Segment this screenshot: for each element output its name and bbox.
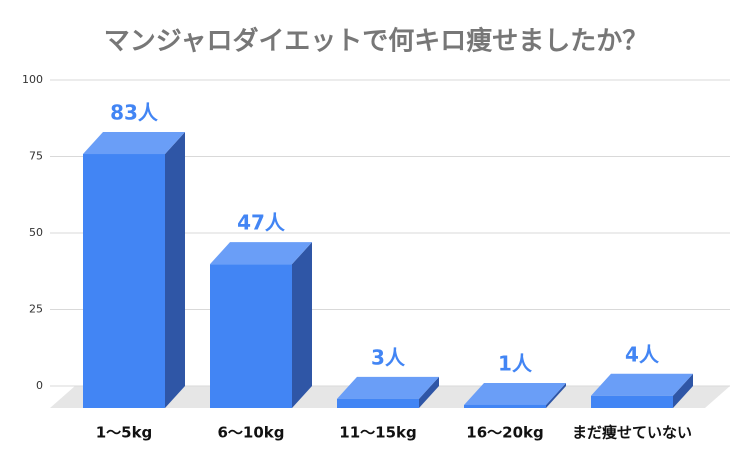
y-tick-label: 0 xyxy=(36,379,43,392)
bar-top xyxy=(591,373,693,396)
x-tick-label: 6〜10kg xyxy=(217,424,284,442)
bar-side xyxy=(165,132,185,408)
y-tick-label: 50 xyxy=(29,226,43,239)
bar-top xyxy=(83,132,185,155)
bar xyxy=(337,398,419,408)
y-tick-label: 100 xyxy=(22,73,43,86)
bar-top xyxy=(464,382,566,405)
bar-side xyxy=(546,382,566,408)
x-tick-label: 16〜20kg xyxy=(466,424,543,442)
bar-side xyxy=(292,242,312,408)
x-tick-label: 11〜15kg xyxy=(339,424,416,442)
bar xyxy=(210,264,292,408)
bar xyxy=(464,404,546,408)
value-label: 4人 xyxy=(625,342,660,366)
bar-side xyxy=(419,376,439,408)
x-tick-label: まだ痩せていない xyxy=(572,424,692,442)
value-label: 3人 xyxy=(371,345,406,369)
bar-side xyxy=(673,373,693,408)
value-label: 47人 xyxy=(237,211,286,235)
bar xyxy=(83,154,165,408)
bar-top xyxy=(210,242,312,265)
chart-title: マンジャロダイエットで何キロ痩せましたか？ xyxy=(104,26,648,57)
y-tick-label: 25 xyxy=(29,303,43,316)
value-label: 83人 xyxy=(110,101,159,125)
value-label: 1人 xyxy=(498,351,533,375)
bar xyxy=(591,395,673,408)
bar-top xyxy=(337,376,439,399)
x-tick-label: 1〜5kg xyxy=(96,424,153,442)
y-tick-label: 75 xyxy=(29,150,43,163)
